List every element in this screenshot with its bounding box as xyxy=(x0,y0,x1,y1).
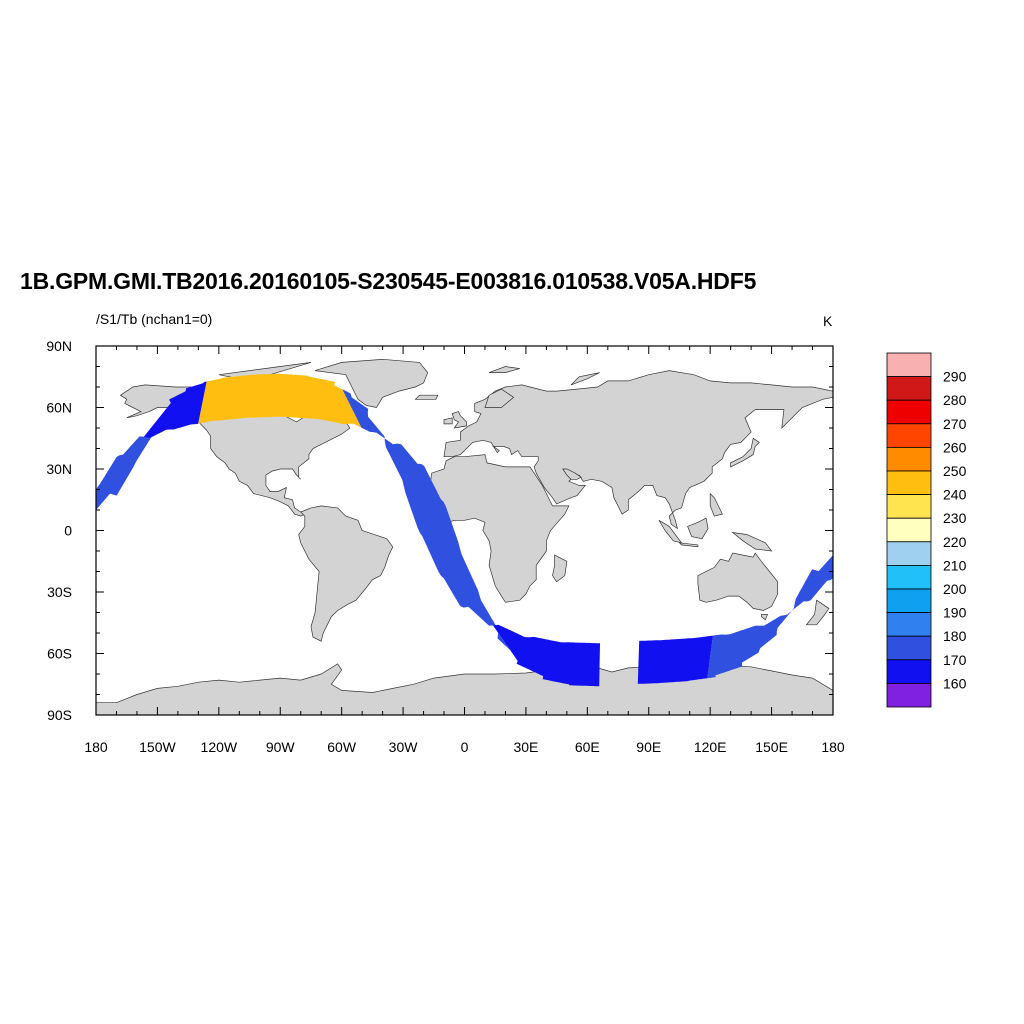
landmass-svalbard xyxy=(488,366,520,373)
colorbar: 290 280 270 260 250 240 230 220 210 200 190 180 170 1… xyxy=(886,352,967,708)
landmass-south-america xyxy=(298,505,394,642)
colorbar-label: 220 xyxy=(943,534,967,550)
landmass-borneo xyxy=(687,517,709,540)
colorbar-swatch xyxy=(886,588,932,614)
swath-segment xyxy=(144,381,207,438)
colorbar-swatch xyxy=(886,541,932,566)
landmass-philippines xyxy=(709,492,723,517)
landmass-australia xyxy=(697,552,779,611)
lon-tick-label: 90W xyxy=(266,739,296,755)
colorbar-swatch xyxy=(886,470,932,496)
lat-tick-label: 90N xyxy=(46,338,72,354)
colorbar-label: 250 xyxy=(943,463,967,479)
lat-tick-label: 90S xyxy=(47,707,72,723)
swath-segment xyxy=(493,624,600,687)
lon-tick-label: 180 xyxy=(84,739,108,755)
colorbar-swatch xyxy=(886,517,932,543)
lat-tick-label: 30N xyxy=(46,461,72,477)
landmass-iceland xyxy=(414,394,439,400)
colorbar-swatch xyxy=(886,376,932,401)
colorbar-label: 270 xyxy=(943,416,967,432)
lon-tick-label: 90E xyxy=(636,739,661,755)
lon-tick-label: 150E xyxy=(755,739,788,755)
landmass-new-zealand xyxy=(805,599,830,626)
landmass-arabia-sea-gap xyxy=(562,468,582,480)
landmass-madagascar xyxy=(552,554,568,583)
lat-tick-label: 60S xyxy=(47,646,72,662)
swath-segment xyxy=(198,373,362,428)
tick-marks xyxy=(95,345,834,716)
units-label: K xyxy=(823,313,833,329)
landmass-tasmania xyxy=(760,614,769,621)
colorbar-label: 170 xyxy=(943,652,967,668)
lon-tick-label: 180 xyxy=(821,739,845,755)
landmass-africa xyxy=(429,454,570,603)
landmass-japan xyxy=(730,437,760,468)
lat-tick-label: 0 xyxy=(64,523,72,539)
lon-tick-label: 150W xyxy=(139,739,176,755)
colorbar-label: 210 xyxy=(943,557,967,573)
colorbar-label: 230 xyxy=(943,510,967,526)
colorbar-swatch xyxy=(886,494,932,519)
colorbar-label: 280 xyxy=(943,392,967,408)
colorbar-label: 200 xyxy=(943,581,967,597)
lon-tick-label: 120W xyxy=(201,739,238,755)
landmass-ireland xyxy=(443,417,453,425)
colorbar-label: 190 xyxy=(943,605,967,621)
landmass-greenland xyxy=(314,358,429,408)
colorbar-swatch xyxy=(886,612,932,637)
map-area xyxy=(95,345,834,716)
lat-tick-label: 30S xyxy=(47,584,72,600)
variable-subtitle: /S1/Tb (nchan1=0) xyxy=(96,311,213,327)
lon-tick-label: 120E xyxy=(694,739,727,755)
colorbar-swatch xyxy=(886,446,932,472)
lon-tick-label: 0 xyxy=(461,739,469,755)
plot-title: 1B.GPM.GMI.TB2016.20160105-S230545-E0038… xyxy=(20,268,757,294)
lon-tick-label: 60W xyxy=(327,739,357,755)
landmass-sumatra xyxy=(658,519,683,544)
colorbar-swatch xyxy=(886,352,932,378)
landmass-eurasia xyxy=(443,370,834,530)
colorbar-label: 240 xyxy=(943,487,967,503)
lon-tick-label: 30W xyxy=(389,739,419,755)
landmass-java xyxy=(678,542,699,548)
lon-tick-label: 60E xyxy=(575,739,600,755)
swath-layer xyxy=(96,373,833,687)
colorbar-label: 260 xyxy=(943,439,967,455)
landmass-novaya-zemlya xyxy=(570,372,600,386)
lat-tick-label: 60N xyxy=(46,400,72,416)
tick-labels: 180 150W 120W 90W 60W 30W 0 30E 60E 90E 120E 150E 18… xyxy=(46,338,845,755)
landmass-new-guinea xyxy=(731,531,773,552)
colorbar-swatch xyxy=(886,683,932,708)
colorbar-swatch xyxy=(886,565,932,590)
colorbar-swatch xyxy=(886,659,932,684)
lon-tick-label: 30E xyxy=(513,739,538,755)
landmass-britain xyxy=(451,411,467,429)
colorbar-label: 290 xyxy=(943,369,967,385)
landmass-scandinavia-cap xyxy=(484,388,515,408)
swath-segment xyxy=(637,635,713,684)
colorbar-swatch xyxy=(886,635,932,661)
swath-segment xyxy=(342,389,518,661)
colorbar-label: 160 xyxy=(943,675,967,691)
colorbar-swatch xyxy=(886,399,932,425)
colorbar-label: 180 xyxy=(943,628,967,644)
swath-segment xyxy=(707,555,833,679)
colorbar-swatch xyxy=(886,423,932,448)
